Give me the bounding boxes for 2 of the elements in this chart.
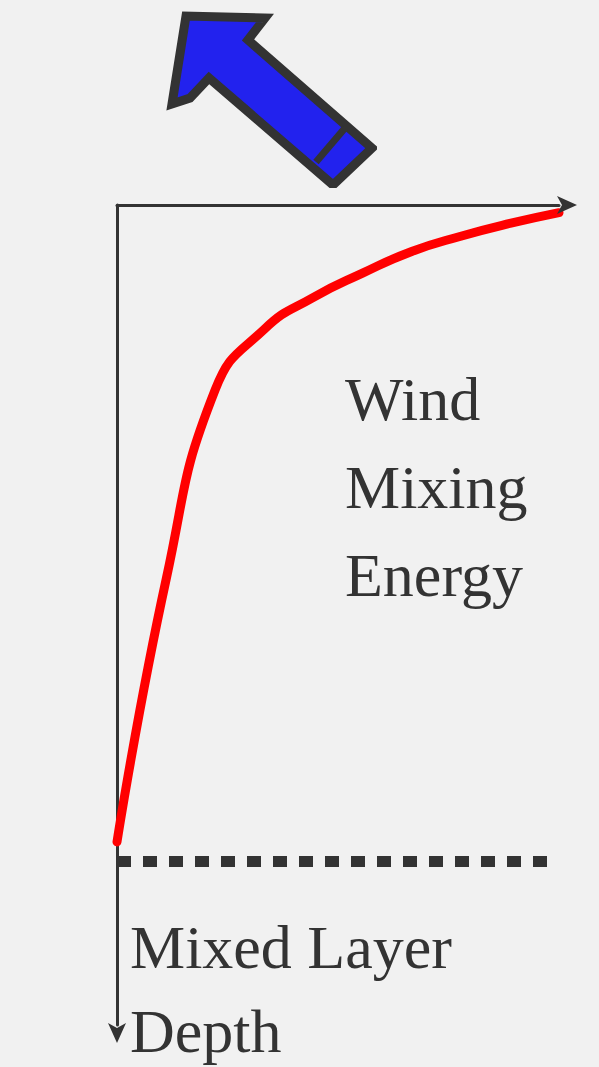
text: Mixed Layer Depth xyxy=(130,913,468,1065)
annotation: Wind Mixing Energy xyxy=(345,365,544,609)
